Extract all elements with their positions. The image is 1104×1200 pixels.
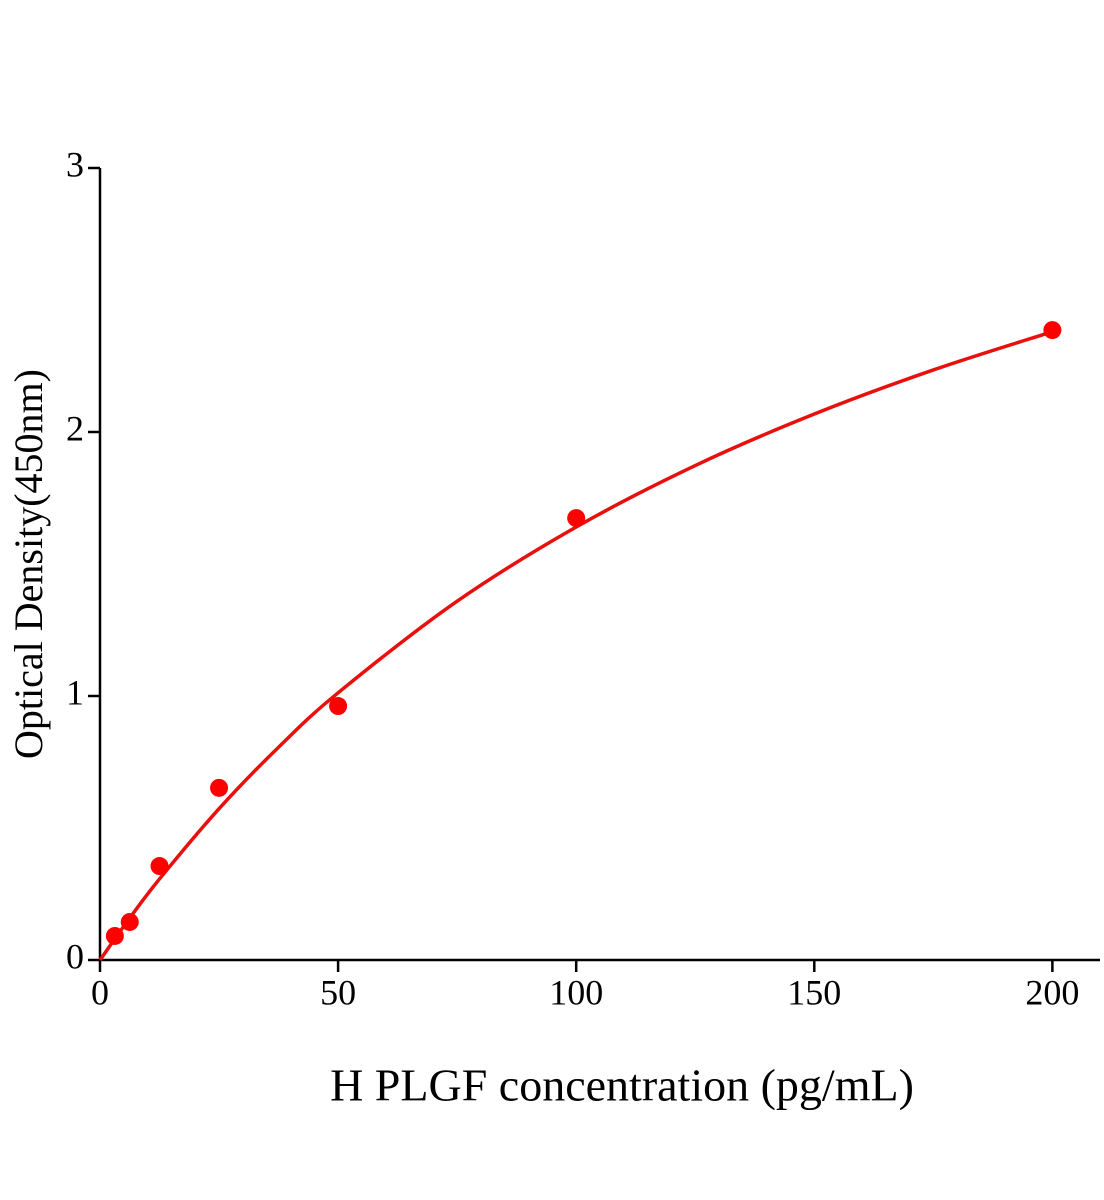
x-tick-label: 50 bbox=[320, 972, 356, 1012]
y-tick-label: 0 bbox=[66, 936, 84, 976]
x-tick-label: 150 bbox=[787, 972, 841, 1012]
data-point bbox=[120, 912, 139, 931]
x-tick-label: 0 bbox=[91, 972, 109, 1012]
data-point bbox=[329, 697, 348, 716]
y-tick-label: 3 bbox=[66, 144, 84, 184]
data-point bbox=[210, 778, 229, 797]
data-point bbox=[567, 509, 586, 528]
data-point bbox=[150, 857, 169, 876]
x-tick-label: 100 bbox=[549, 972, 603, 1012]
y-tick-label: 1 bbox=[66, 672, 84, 712]
x-axis-title: H PLGF concentration (pg/mL) bbox=[330, 1060, 914, 1111]
y-axis-title: Optical Density(450nm) bbox=[6, 369, 51, 759]
x-tick-label: 200 bbox=[1025, 972, 1079, 1012]
fit-curve bbox=[98, 330, 1053, 962]
data-point bbox=[1043, 321, 1062, 340]
data-point bbox=[105, 926, 124, 945]
y-tick-label: 2 bbox=[66, 408, 84, 448]
